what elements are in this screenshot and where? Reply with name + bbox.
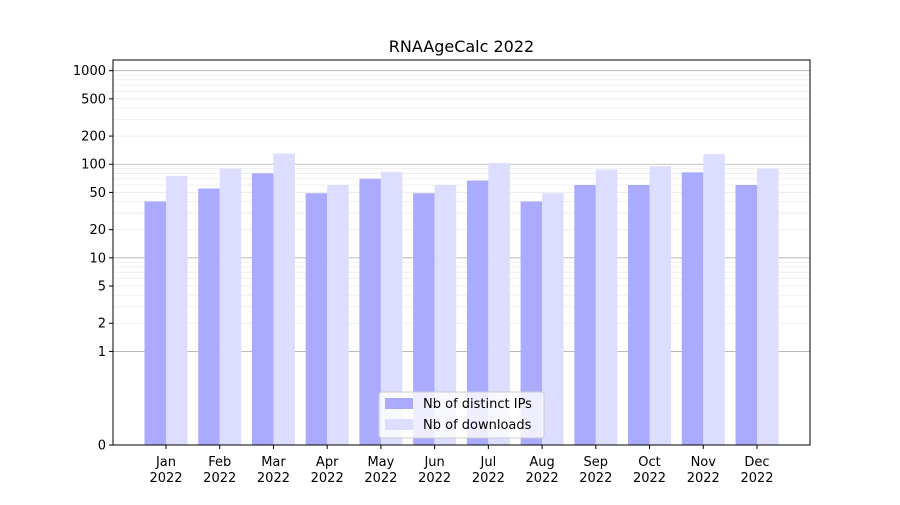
x-axis-ticks: Jan2022Feb2022Mar2022Apr2022May2022Jun20… xyxy=(149,445,774,486)
legend-swatch xyxy=(385,419,413,430)
chart-title: RNAAgeCalc 2022 xyxy=(389,37,534,56)
x-tick-label-month: Apr xyxy=(316,455,339,470)
bar-distinct-ips xyxy=(359,178,381,446)
bar-distinct-ips xyxy=(144,201,166,445)
x-tick-label-year: 2022 xyxy=(633,471,666,486)
bar-distinct-ips xyxy=(198,188,220,445)
bar-downloads xyxy=(542,193,564,445)
bar-distinct-ips xyxy=(681,172,704,446)
bar-downloads xyxy=(488,163,510,445)
x-tick-label-month: Aug xyxy=(529,455,554,470)
x-tick-label-month: Oct xyxy=(638,455,660,470)
x-tick-label-year: 2022 xyxy=(740,471,773,486)
x-tick-label-year: 2022 xyxy=(579,471,612,486)
bar-downloads xyxy=(595,169,618,446)
x-tick-label-month: Mar xyxy=(261,455,286,470)
bar-downloads xyxy=(327,185,349,445)
x-tick-label-month: Feb xyxy=(208,455,231,470)
y-tick-label: 20 xyxy=(89,223,106,238)
bar-downloads xyxy=(380,171,403,445)
bar-distinct-ips xyxy=(735,185,757,445)
bars xyxy=(144,153,779,446)
x-tick-label-year: 2022 xyxy=(418,471,451,486)
bar-distinct-ips xyxy=(628,185,650,445)
y-tick-label: 200 xyxy=(81,130,106,145)
x-tick-label-year: 2022 xyxy=(311,471,344,486)
x-tick-label-year: 2022 xyxy=(526,471,559,486)
x-tick-label-year: 2022 xyxy=(364,471,397,486)
y-axis-ticks: 0 1 2 5 10 20 50 100 200 500 1000 xyxy=(73,64,113,454)
y-tick-label: 500 xyxy=(81,92,106,107)
legend: Nb of distinct IPs Nb of downloads xyxy=(378,391,545,439)
plot-frame xyxy=(112,59,811,446)
legend-swatch xyxy=(385,398,413,409)
x-tick-label-year: 2022 xyxy=(472,471,505,486)
bar-distinct-ips xyxy=(520,201,543,445)
bar-downloads xyxy=(434,185,457,445)
y-tick-label: 0 xyxy=(98,439,106,454)
x-tick-label-month: Dec xyxy=(744,455,769,470)
y-tick-label: 1000 xyxy=(73,64,106,79)
y-tick-label: 50 xyxy=(89,186,106,201)
bar-downloads xyxy=(219,168,242,445)
bar-distinct-ips xyxy=(305,193,328,445)
legend-label: Nb of distinct IPs xyxy=(423,397,532,412)
bar-downloads xyxy=(166,175,188,445)
x-tick-label-year: 2022 xyxy=(149,471,182,486)
y-tick-label: 1 xyxy=(98,345,106,360)
bar-downloads xyxy=(703,154,725,446)
x-tick-label-month: May xyxy=(367,455,394,470)
bar-distinct-ips xyxy=(413,193,435,445)
x-tick-label-month: Jan xyxy=(155,455,176,470)
bar-downloads xyxy=(649,166,672,445)
bar-distinct-ips xyxy=(251,173,274,445)
x-tick-label-year: 2022 xyxy=(203,471,236,486)
y-tick-label: 100 xyxy=(81,158,106,173)
x-tick-label-month: Sep xyxy=(584,455,609,470)
bar-distinct-ips xyxy=(574,185,596,445)
x-tick-label-month: Nov xyxy=(691,455,717,470)
legend-box xyxy=(378,391,545,439)
x-tick-label-month: Jun xyxy=(423,455,444,470)
y-tick-label: 2 xyxy=(98,317,106,332)
y-tick-label: 5 xyxy=(98,280,106,295)
x-tick-label-year: 2022 xyxy=(687,471,720,486)
x-tick-label-month: Jul xyxy=(480,455,497,470)
bar-downloads xyxy=(757,168,779,445)
legend-label: Nb of downloads xyxy=(423,418,532,433)
x-tick-label-year: 2022 xyxy=(257,471,290,486)
bar-distinct-ips xyxy=(466,180,489,446)
y-tick-label: 10 xyxy=(89,251,106,266)
bar-downloads xyxy=(273,153,295,446)
